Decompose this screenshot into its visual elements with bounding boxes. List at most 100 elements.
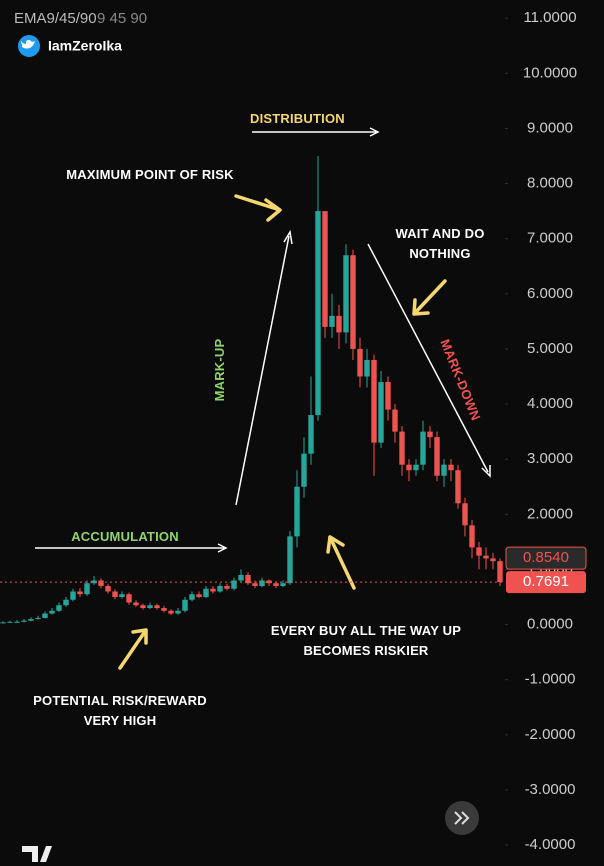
- y-tick-label: -3.0000: [525, 781, 576, 798]
- candle-body: [392, 409, 398, 432]
- candle-body: [378, 382, 384, 443]
- candle-body: [14, 621, 20, 623]
- candle-body: [84, 583, 90, 595]
- candle-body: [364, 359, 370, 377]
- candle-body: [217, 585, 223, 592]
- candle-body: [343, 255, 349, 333]
- candle-body: [210, 588, 216, 592]
- candle-body: [420, 431, 426, 465]
- y-tick-label: 9.0000: [527, 119, 573, 136]
- annotation: POTENTIAL RISK/REWARD VERY HIGH: [33, 693, 207, 728]
- candle-body: [476, 547, 482, 556]
- y-tick-label: 10.0000: [523, 64, 577, 81]
- arrow-head: [369, 127, 380, 137]
- candle-body: [98, 580, 104, 586]
- candle-body: [140, 605, 146, 609]
- candle-body: [490, 558, 496, 562]
- candle-body: [35, 617, 41, 620]
- candle-body: [224, 585, 230, 589]
- candle-body: [70, 591, 76, 600]
- y-tick-label: 3.0000: [527, 450, 573, 467]
- candle-body: [427, 431, 433, 438]
- y-tick-label: 8.0000: [527, 175, 573, 192]
- annotation: EVERY BUY ALL THE WAY UP BECOMES RISKIER: [270, 623, 462, 658]
- candle-body: [266, 580, 272, 584]
- price-label-box: [505, 546, 587, 570]
- candle-body: [336, 315, 342, 333]
- arrow-head: [283, 229, 293, 245]
- candle-body: [49, 610, 55, 614]
- y-tick-label: 2.0000: [527, 505, 573, 522]
- annotation: WAIT AND DO NOTHING: [395, 226, 485, 261]
- candle-body: [294, 486, 300, 537]
- candle-body: [469, 525, 475, 548]
- price-label: 0.7691: [523, 573, 569, 590]
- annotation: MARK-UP: [212, 338, 227, 402]
- candle-body: [21, 620, 27, 622]
- arrow-head: [481, 465, 491, 478]
- arrow: [326, 535, 356, 590]
- y-tick-label: 5.0000: [527, 340, 573, 357]
- candle-body: [56, 605, 62, 611]
- candle-body: [455, 470, 461, 504]
- candle-body: [161, 608, 167, 611]
- candle-body: [112, 591, 118, 597]
- indicator-params: 9 45 90: [97, 10, 147, 27]
- tv-logo: [22, 846, 52, 862]
- candle-body: [483, 555, 489, 559]
- y-tick-label: -4.0000: [525, 836, 576, 853]
- indicator-name: EMA9/45/90: [14, 10, 97, 27]
- candle-body: [42, 613, 48, 618]
- candle-body: [245, 574, 251, 584]
- candle-body: [371, 359, 377, 443]
- candle-body: [189, 594, 195, 600]
- candle-body: [203, 588, 209, 597]
- candle-body: [399, 431, 405, 465]
- candle-body: [357, 348, 363, 377]
- candle-body: [91, 580, 97, 584]
- y-tick-label: 4.0000: [527, 395, 573, 412]
- price-label-box: [506, 571, 586, 594]
- candle-body: [154, 605, 160, 609]
- arrow: [118, 628, 148, 670]
- candle-body: [196, 594, 202, 597]
- handle: IamZeroIka: [48, 38, 122, 54]
- arrow: [234, 194, 282, 222]
- candle-body: [63, 599, 69, 606]
- y-tick-label: -2.0000: [525, 726, 576, 743]
- annotation: DISTRIBUTION: [250, 111, 345, 126]
- candle-body: [280, 583, 286, 586]
- arrow-head: [217, 543, 228, 553]
- annotation: MAXIMUM POINT OF RISK: [66, 167, 234, 182]
- candle-body: [147, 605, 153, 609]
- y-tick-label: 11.0000: [523, 9, 576, 26]
- candle-body: [252, 583, 258, 586]
- candle-body: [406, 464, 412, 471]
- candle-body: [168, 610, 174, 614]
- candle-body: [28, 619, 34, 621]
- candle-body: [126, 594, 132, 603]
- candle-body: [133, 602, 139, 606]
- candle-body: [175, 610, 181, 614]
- candle-body: [119, 594, 125, 597]
- y-tick-label: 6.0000: [527, 285, 573, 302]
- yellow-arrows: [118, 194, 447, 670]
- candle-body: [259, 580, 265, 586]
- candle-body: [0, 622, 6, 624]
- candle-body: [385, 382, 391, 410]
- candle-body: [413, 464, 419, 471]
- candle-body: [350, 255, 356, 349]
- candle-body: [301, 453, 307, 487]
- arrow: [235, 235, 290, 506]
- annotation: ACCUMULATION: [71, 529, 179, 544]
- candle-body: [497, 561, 503, 583]
- candle-body: [462, 503, 468, 526]
- arrow: [412, 279, 447, 316]
- candle-body: [182, 599, 188, 611]
- price-label: 0.8540: [523, 549, 569, 566]
- decorations: [18, 35, 491, 862]
- candle-body: [448, 464, 454, 471]
- scroll-icon: [454, 811, 470, 825]
